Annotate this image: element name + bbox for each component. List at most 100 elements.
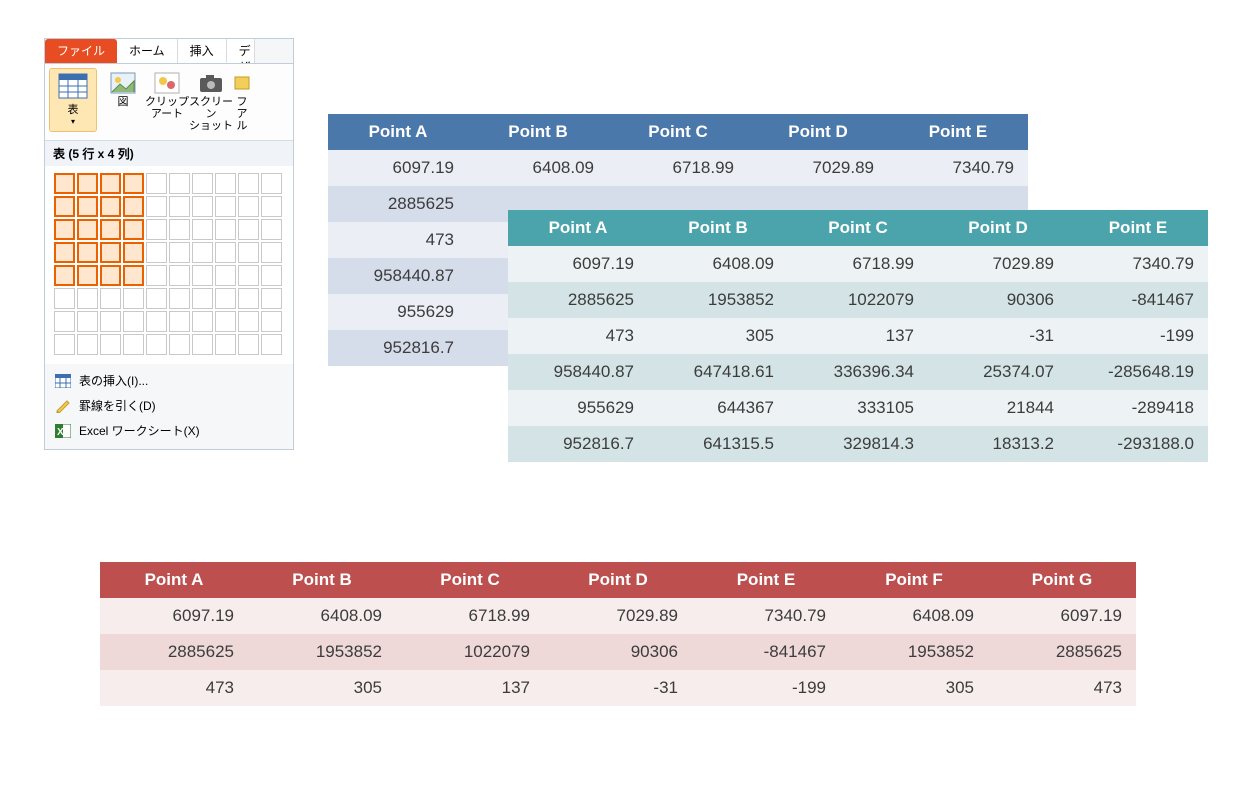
table-grid-cell[interactable] [146, 196, 167, 217]
table-grid-cell[interactable] [54, 265, 75, 286]
table-grid-cell[interactable] [169, 311, 190, 332]
table-grid-cell[interactable] [238, 173, 259, 194]
table-grid-cell[interactable] [77, 242, 98, 263]
table-grid-cell[interactable] [169, 196, 190, 217]
table-grid-cell[interactable] [215, 265, 236, 286]
tab-design[interactable]: デザ [227, 39, 255, 63]
menu-excel-sheet[interactable]: X Excel ワークシート(X) [45, 418, 293, 443]
table-grid-cell[interactable] [77, 334, 98, 355]
table-grid-cell[interactable] [146, 242, 167, 263]
clipart-button[interactable]: クリップ アート [145, 68, 189, 132]
table-grid-cell[interactable] [169, 242, 190, 263]
table-grid-cell[interactable] [100, 219, 121, 240]
table-grid-cell[interactable] [123, 334, 144, 355]
table-grid-cell[interactable] [261, 196, 282, 217]
table-grid-cell[interactable] [54, 311, 75, 332]
teal-table: Point APoint BPoint CPoint DPoint E6097.… [508, 210, 1208, 462]
table-grid-cell[interactable] [77, 219, 98, 240]
table-grid-cell[interactable] [77, 173, 98, 194]
table-grid-cell[interactable] [146, 219, 167, 240]
table-grid-cell[interactable] [261, 173, 282, 194]
table-grid-cell[interactable] [238, 334, 259, 355]
table-row: 6097.196408.096718.997029.897340.796408.… [100, 598, 1136, 634]
table-grid-cell[interactable] [215, 173, 236, 194]
table-grid-cell[interactable] [77, 311, 98, 332]
table-grid-cell[interactable] [123, 173, 144, 194]
table-cell: 1953852 [840, 634, 988, 670]
table-grid-cell[interactable] [123, 265, 144, 286]
tab-home[interactable]: ホーム [117, 39, 178, 63]
table-grid-cell[interactable] [169, 219, 190, 240]
table-grid-cell[interactable] [215, 334, 236, 355]
table-grid-cell[interactable] [100, 288, 121, 309]
menu-draw-table[interactable]: 罫線を引く(D) [45, 393, 293, 418]
table-grid-cell[interactable] [215, 242, 236, 263]
table-grid-cell[interactable] [192, 173, 213, 194]
table-grid-cell[interactable] [123, 311, 144, 332]
table-grid-cell[interactable] [169, 334, 190, 355]
table-grid-cell[interactable] [123, 219, 144, 240]
table-grid-cell[interactable] [146, 334, 167, 355]
camera-icon [198, 72, 224, 94]
table-grid-cell[interactable] [169, 288, 190, 309]
table-grid-cell[interactable] [238, 219, 259, 240]
table-grid-cell[interactable] [146, 311, 167, 332]
table-grid-cell[interactable] [100, 196, 121, 217]
table-cell: -31 [544, 670, 692, 706]
table-grid-cell[interactable] [238, 196, 259, 217]
tab-file[interactable]: ファイル [45, 39, 117, 63]
table-grid-cell[interactable] [192, 265, 213, 286]
table-grid-cell[interactable] [192, 219, 213, 240]
table-grid-cell[interactable] [77, 196, 98, 217]
table-grid-cell[interactable] [100, 334, 121, 355]
table-grid-cell[interactable] [54, 242, 75, 263]
table-grid-cell[interactable] [146, 265, 167, 286]
table-grid-cell[interactable] [261, 242, 282, 263]
table-grid-cell[interactable] [238, 242, 259, 263]
menu-insert-table[interactable]: 表の挿入(I)... [45, 368, 293, 393]
table-grid-cell[interactable] [192, 288, 213, 309]
table-grid-cell[interactable] [77, 288, 98, 309]
picture-icon [110, 72, 136, 94]
table-grid-cell[interactable] [238, 265, 259, 286]
tab-insert[interactable]: 挿入 [178, 39, 227, 63]
table-grid-cell[interactable] [54, 196, 75, 217]
table-grid-cell[interactable] [54, 334, 75, 355]
insert-table-button[interactable]: 表 ▾ [49, 68, 97, 132]
table-grid-cell[interactable] [77, 265, 98, 286]
shapes-button-partial[interactable]: フ アル [233, 68, 251, 132]
table-header: Point A [100, 562, 248, 598]
screenshot-button[interactable]: スクリーン ショット [189, 68, 233, 132]
table-grid-cell[interactable] [100, 311, 121, 332]
picture-button[interactable]: 図 [101, 68, 145, 132]
table-grid-cell[interactable] [215, 219, 236, 240]
table-grid-cell[interactable] [261, 334, 282, 355]
table-grid-cell[interactable] [123, 288, 144, 309]
table-grid-cell[interactable] [54, 219, 75, 240]
table-grid-cell[interactable] [215, 288, 236, 309]
table-grid-cell[interactable] [192, 334, 213, 355]
table-grid-cell[interactable] [146, 288, 167, 309]
table-grid-cell[interactable] [238, 288, 259, 309]
table-grid-cell[interactable] [123, 196, 144, 217]
table-grid-cell[interactable] [192, 311, 213, 332]
table-grid-cell[interactable] [54, 173, 75, 194]
table-grid-cell[interactable] [169, 265, 190, 286]
table-grid-cell[interactable] [215, 311, 236, 332]
table-grid-cell[interactable] [261, 219, 282, 240]
table-grid-cell[interactable] [261, 311, 282, 332]
table-grid-cell[interactable] [261, 288, 282, 309]
table-grid-cell[interactable] [169, 173, 190, 194]
table-grid-cell[interactable] [146, 173, 167, 194]
table-grid-cell[interactable] [100, 242, 121, 263]
table-grid-cell[interactable] [54, 288, 75, 309]
table-grid-cell[interactable] [261, 265, 282, 286]
table-grid-cell[interactable] [215, 196, 236, 217]
table-grid-cell[interactable] [123, 242, 144, 263]
table-size-grid[interactable] [45, 166, 293, 364]
table-grid-cell[interactable] [100, 173, 121, 194]
table-grid-cell[interactable] [192, 242, 213, 263]
table-grid-cell[interactable] [192, 196, 213, 217]
table-grid-cell[interactable] [100, 265, 121, 286]
table-grid-cell[interactable] [238, 311, 259, 332]
